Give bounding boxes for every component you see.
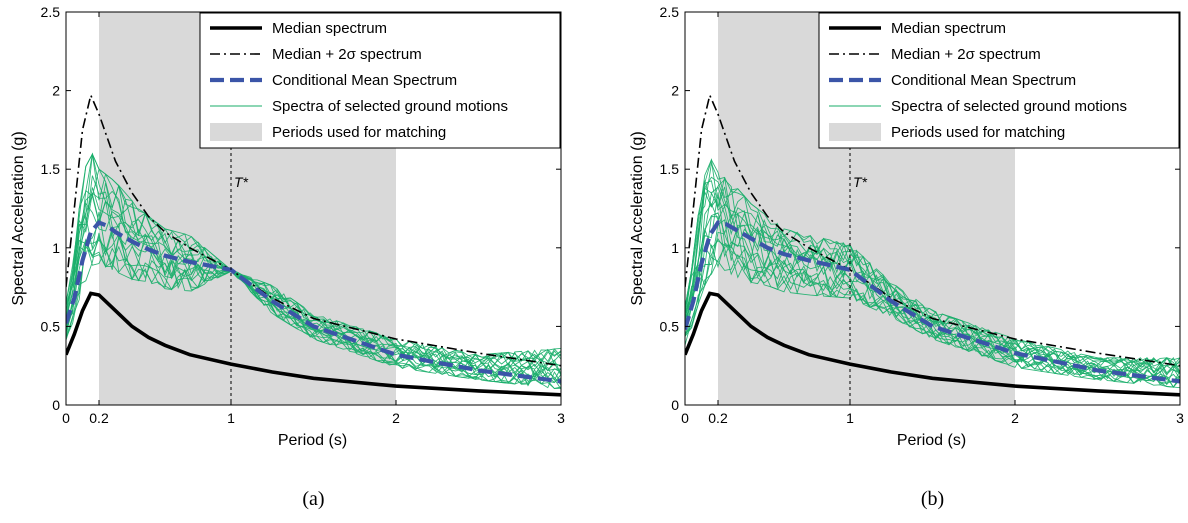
cms-line: [66, 220, 561, 384]
legend-label: Median + 2σ spectrum: [891, 46, 1041, 63]
legend-label: Median spectrum: [272, 20, 387, 37]
ground-motion-line: [685, 186, 1180, 369]
x-tick-label: 2: [392, 410, 400, 426]
median-plus-2sigma-line: [685, 92, 1180, 367]
cms-line: [685, 220, 1180, 384]
plot-area: [685, 92, 1180, 397]
axes-frame: [65, 11, 562, 406]
ground-motion-line: [685, 237, 1180, 385]
axes-frame: [684, 11, 1181, 406]
median-line: [685, 291, 1180, 397]
chart-panel-a: T* 0 0.2 1 2 3 0 0.5 1 1.5 2 2.5 Period (s) Spectral …: [10, 4, 565, 510]
y-tick-label: 1: [52, 240, 60, 256]
y-axis-label: Spectral Acceleration (g): [629, 131, 646, 305]
ground-motion-line: [685, 231, 1180, 388]
legend-label: Conditional Mean Spectrum: [891, 72, 1076, 89]
x-tick-label: 0.2: [89, 410, 109, 426]
x-tick-label: 1: [846, 410, 854, 426]
y-tick-label: 1.5: [41, 161, 61, 177]
ground-motion-line: [66, 187, 561, 369]
tstar-label: T*: [234, 174, 249, 190]
ground-motion-line: [66, 232, 561, 390]
ground-motion-spectra: [685, 158, 1180, 389]
legend: Median spectrum Median + 2σ spectrum Condi…: [818, 12, 1180, 149]
legend-label: Conditional Mean Spectrum: [272, 72, 457, 89]
legend-label: Median spectrum: [891, 20, 1006, 37]
tstar-label: T*: [853, 174, 868, 190]
ground-motion-line: [66, 153, 561, 360]
y-tick-label: 2.5: [660, 4, 680, 20]
legend-swatch: [829, 123, 881, 141]
ground-motion-line: [685, 176, 1180, 375]
x-axis-label: Period (s): [897, 432, 966, 449]
y-tick-label: 2: [671, 83, 679, 99]
x-tick-label: 3: [1176, 410, 1184, 426]
x-tick-label: 0: [62, 410, 70, 426]
median-plus-2sigma-line: [66, 92, 561, 367]
x-tick-label: 0.2: [708, 410, 728, 426]
x-tick-label: 1: [227, 410, 235, 426]
legend-label: Spectra of selected ground motions: [891, 98, 1127, 115]
ground-motion-line: [685, 161, 1180, 367]
legend-label: Median + 2σ spectrum: [272, 46, 422, 63]
x-tick-label: 2: [1011, 410, 1019, 426]
y-tick-label: 2.5: [41, 4, 61, 20]
y-tick-label: 0.5: [41, 318, 61, 334]
x-tick-label: 3: [557, 410, 565, 426]
x-tick-label: 0: [681, 410, 689, 426]
panel-caption: (a): [302, 488, 324, 510]
ground-motion-line: [66, 234, 561, 389]
panel-caption: (b): [921, 488, 944, 510]
y-tick-label: 0: [52, 397, 60, 413]
y-tick-label: 1: [671, 240, 679, 256]
median-line: [66, 291, 561, 397]
y-tick-label: 0: [671, 397, 679, 413]
legend-label: Spectra of selected ground motions: [272, 98, 508, 115]
y-axis-label: Spectral Acceleration (g): [10, 131, 27, 305]
x-axis-label: Period (s): [278, 432, 347, 449]
chart-panel-b: T* 0 0.2 1 2 3 0 0.5 1 1.5 2 2.5 Period (s) Spectral …: [629, 4, 1184, 510]
ground-motion-line: [685, 158, 1180, 368]
plot-area: [66, 92, 561, 397]
legend: Median spectrum Median + 2σ spectrum Condi…: [199, 12, 561, 149]
legend-label: Periods used for matching: [891, 124, 1065, 141]
y-tick-label: 2: [52, 83, 60, 99]
legend-label: Periods used for matching: [272, 124, 446, 141]
y-tick-label: 0.5: [660, 318, 680, 334]
y-tick-label: 1.5: [660, 161, 680, 177]
legend-swatch: [210, 123, 262, 141]
